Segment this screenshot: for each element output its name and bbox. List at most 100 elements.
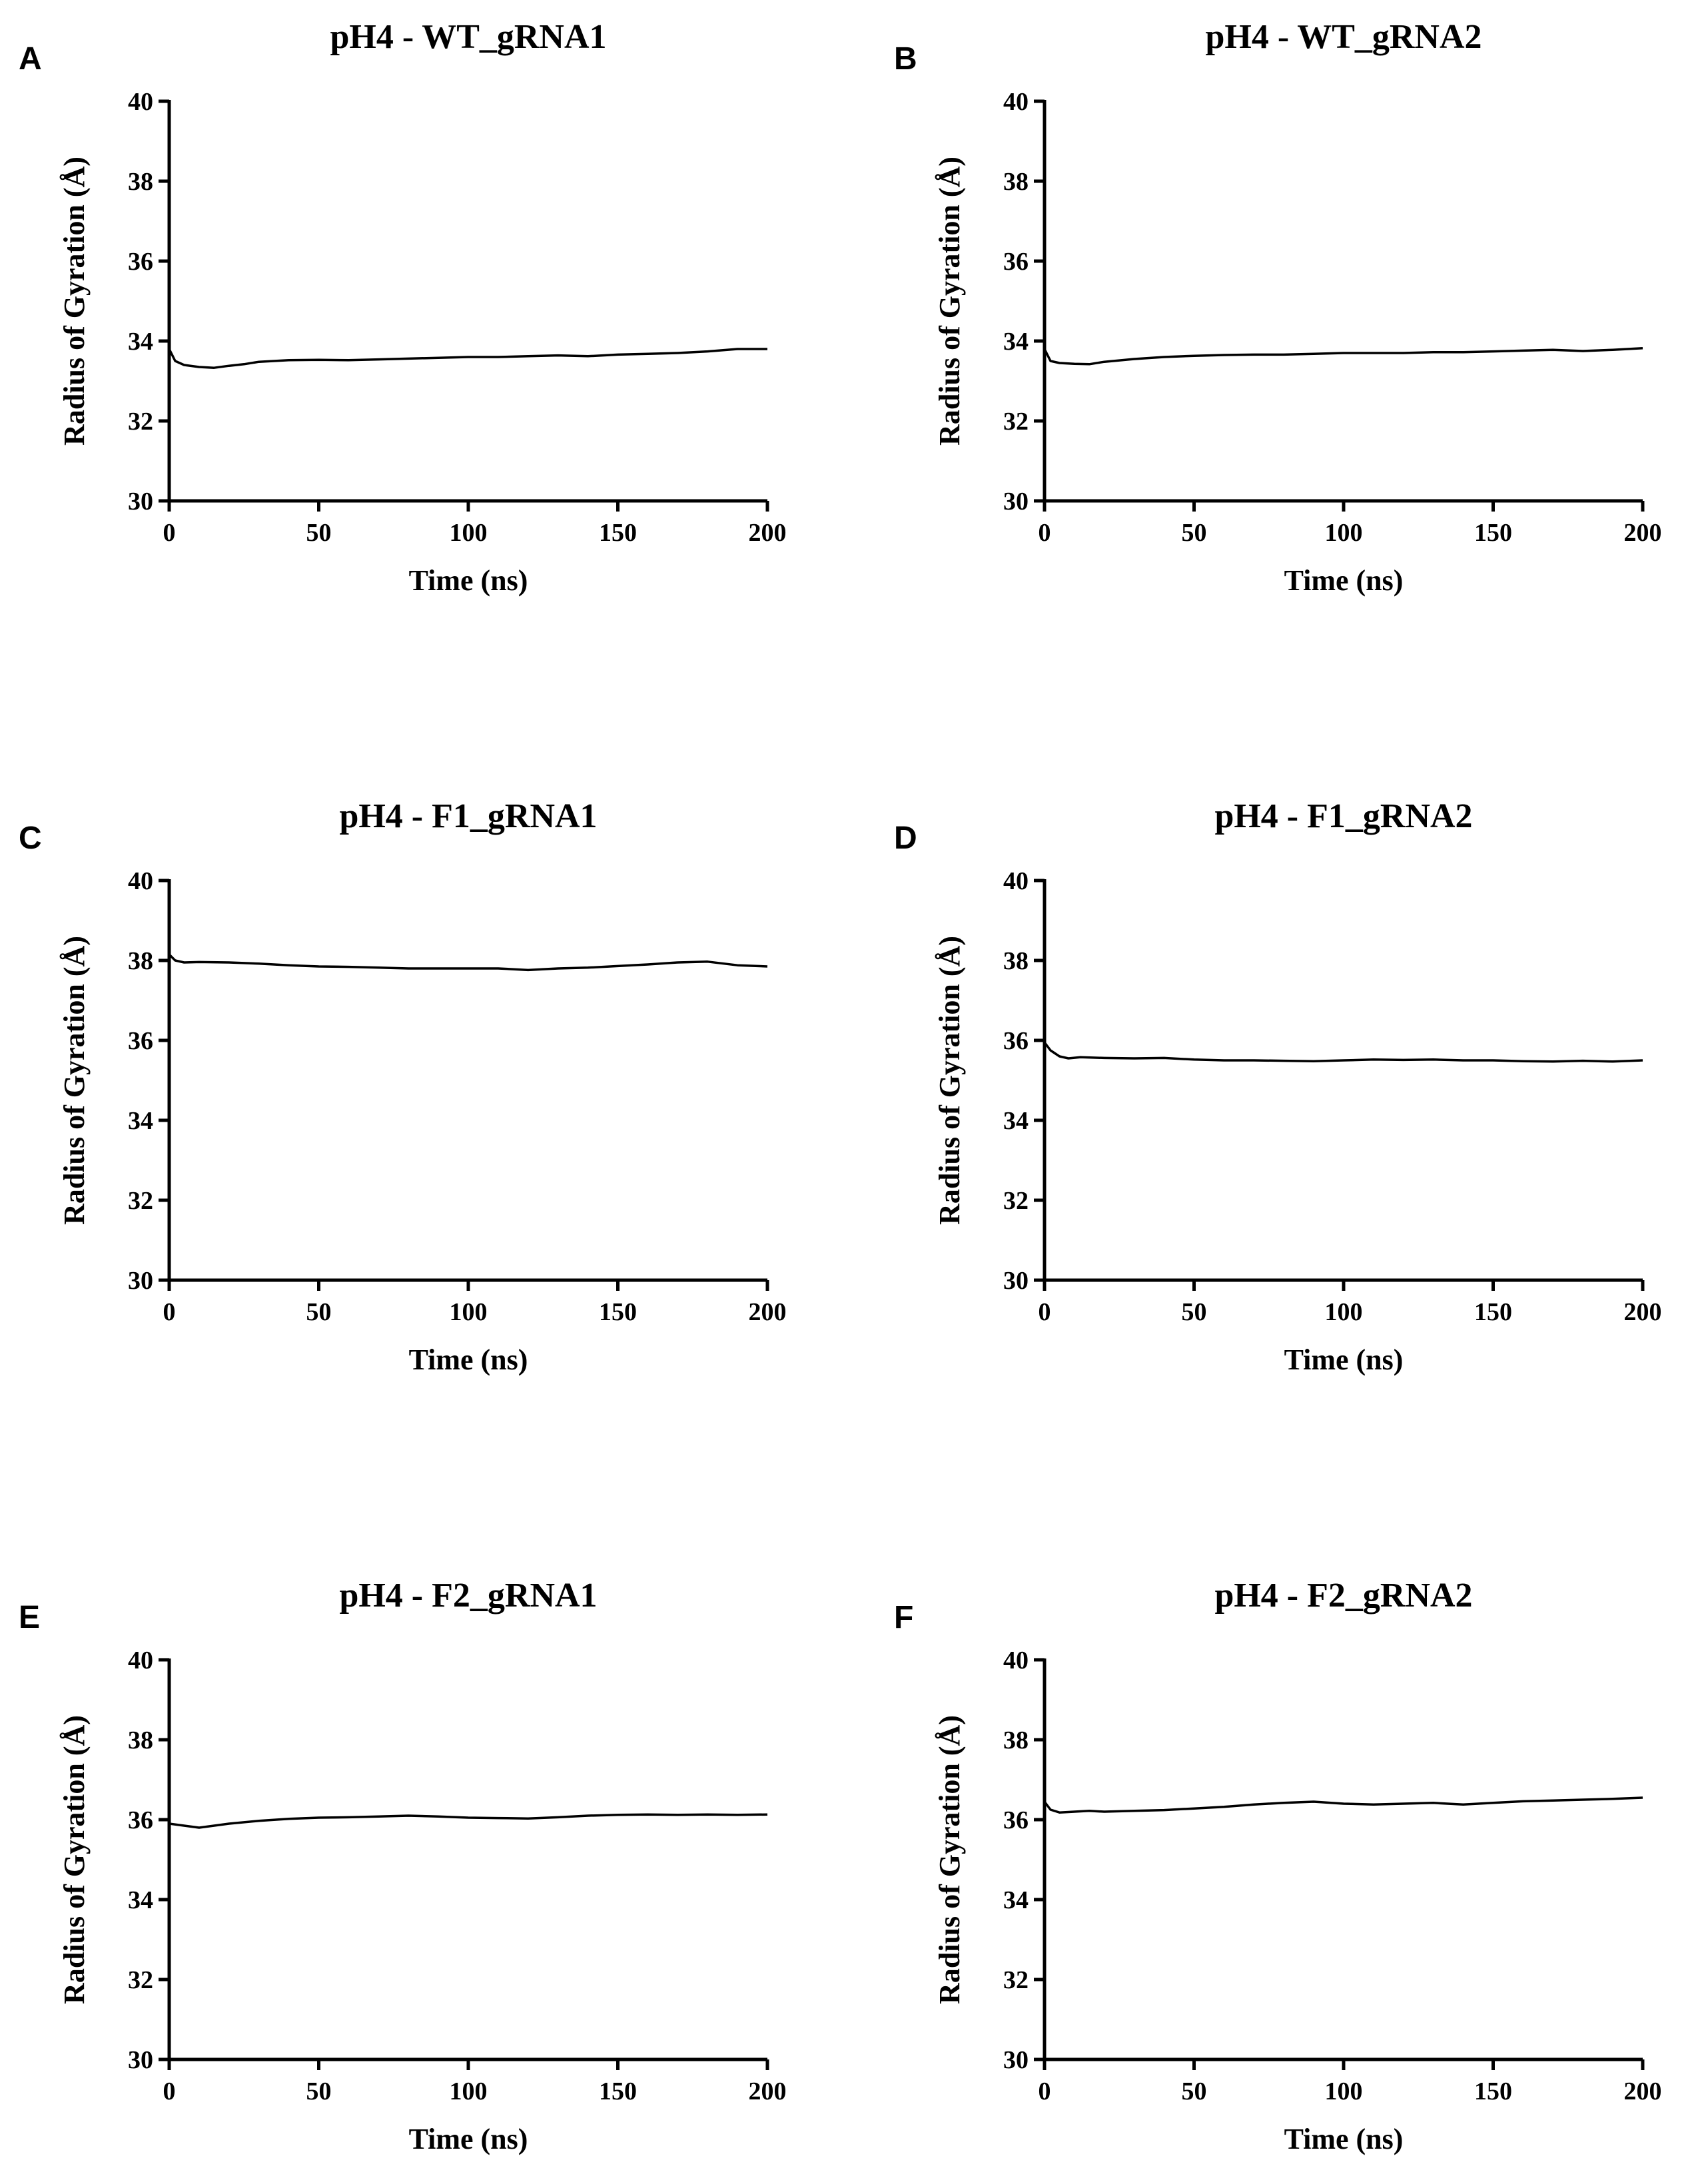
x-tick-label: 200 — [1624, 519, 1662, 547]
series-line-e — [169, 1813, 768, 1829]
panel-title: pH4 - F2_gRNA2 — [1214, 1577, 1472, 1615]
x-tick-label: 150 — [599, 1298, 637, 1326]
panel-title: pH4 - F1_gRNA2 — [1214, 797, 1472, 835]
y-tick-label: 38 — [1003, 947, 1029, 975]
panel-title: pH4 - WT_gRNA1 — [330, 18, 606, 56]
panel-title: pH4 - F2_gRNA1 — [339, 1577, 597, 1615]
x-tick-label: 200 — [749, 1298, 787, 1326]
y-tick-label: 30 — [1003, 2046, 1029, 2074]
y-tick-label: 38 — [128, 168, 153, 196]
x-tick-label: 50 — [1182, 1298, 1207, 1326]
y-tick-label: 34 — [1003, 328, 1029, 356]
x-tick-label: 50 — [306, 2077, 332, 2105]
y-axis-label: Radius of Gyration (Å) — [933, 157, 966, 446]
x-tick-label: 200 — [749, 519, 787, 547]
x-axis-label: Time (ns) — [1284, 1343, 1404, 1376]
x-tick-label: 150 — [1474, 1298, 1512, 1326]
x-axis-label: Time (ns) — [1284, 2123, 1404, 2155]
y-axis-label: Radius of Gyration (Å) — [933, 936, 966, 1225]
x-tick-label: 0 — [163, 2077, 176, 2105]
series-line-b — [1043, 347, 1643, 366]
x-tick-label: 150 — [1474, 2077, 1512, 2105]
y-tick-label: 32 — [1003, 1966, 1029, 1994]
x-tick-label: 100 — [1325, 1298, 1363, 1326]
y-tick-label: 40 — [128, 867, 153, 895]
y-tick-label: 30 — [128, 2046, 153, 2074]
y-tick-label: 34 — [1003, 1107, 1029, 1135]
panel-letter: F — [894, 1600, 913, 1635]
y-tick-label: 38 — [128, 947, 153, 975]
y-tick-label: 30 — [1003, 1267, 1029, 1295]
x-tick-label: 150 — [599, 2077, 637, 2105]
panel-letter: A — [19, 41, 42, 77]
x-tick-label: 50 — [1182, 519, 1207, 547]
y-tick-label: 30 — [1003, 488, 1029, 516]
panel-letter: D — [894, 821, 917, 856]
y-tick-label: 36 — [1003, 1806, 1029, 1834]
y-tick-label: 40 — [128, 1646, 153, 1674]
x-tick-label: 150 — [1474, 519, 1512, 547]
x-tick-label: 150 — [599, 519, 637, 547]
y-tick-label: 34 — [128, 1107, 153, 1135]
y-tick-label: 32 — [128, 1187, 153, 1215]
y-tick-label: 38 — [1003, 1726, 1029, 1754]
x-axis-label: Time (ns) — [409, 564, 528, 597]
y-tick-label: 38 — [1003, 168, 1029, 196]
y-tick-label: 32 — [1003, 1187, 1029, 1215]
panel-title: pH4 - F1_gRNA1 — [339, 797, 597, 835]
x-tick-label: 200 — [749, 2077, 787, 2105]
x-axis-label: Time (ns) — [1284, 564, 1404, 597]
x-tick-label: 50 — [1182, 2077, 1207, 2105]
x-tick-label: 0 — [163, 519, 176, 547]
series-line-d — [1043, 1041, 1643, 1063]
y-tick-label: 32 — [1003, 408, 1029, 436]
x-axis-label: Time (ns) — [409, 1343, 528, 1376]
x-tick-label: 0 — [1039, 519, 1051, 547]
y-tick-label: 34 — [1003, 1886, 1029, 1914]
x-tick-label: 50 — [306, 1298, 332, 1326]
y-tick-label: 36 — [1003, 1027, 1029, 1055]
y-tick-label: 36 — [128, 1027, 153, 1055]
x-tick-label: 0 — [1039, 2077, 1051, 2105]
x-tick-label: 100 — [450, 2077, 488, 2105]
y-tick-label: 32 — [128, 408, 153, 436]
x-tick-label: 100 — [1325, 2077, 1363, 2105]
y-tick-label: 40 — [1003, 88, 1029, 116]
panel-letter: C — [19, 821, 42, 856]
x-tick-label: 100 — [1325, 519, 1363, 547]
y-tick-label: 40 — [1003, 1646, 1029, 1674]
y-tick-label: 32 — [128, 1966, 153, 1994]
x-tick-label: 100 — [450, 1298, 488, 1326]
y-axis-label: Radius of Gyration (Å) — [58, 157, 91, 446]
x-tick-label: 200 — [1624, 1298, 1662, 1326]
y-tick-label: 38 — [128, 1726, 153, 1754]
series-line-c — [168, 953, 768, 972]
x-tick-label: 0 — [1039, 1298, 1051, 1326]
x-tick-label: 0 — [163, 1298, 176, 1326]
y-tick-label: 36 — [1003, 248, 1029, 276]
y-tick-label: 30 — [128, 1267, 153, 1295]
y-axis-label: Radius of Gyration (Å) — [58, 936, 91, 1225]
y-tick-label: 36 — [128, 1806, 153, 1834]
y-axis-label: Radius of Gyration (Å) — [933, 1715, 966, 2004]
series-line-f — [1043, 1796, 1643, 1814]
panel-letter: B — [894, 41, 917, 77]
y-tick-label: 36 — [128, 248, 153, 276]
y-axis-label: Radius of Gyration (Å) — [58, 1715, 91, 2004]
y-tick-label: 34 — [128, 1886, 153, 1914]
x-tick-label: 200 — [1624, 2077, 1662, 2105]
y-tick-label: 40 — [1003, 867, 1029, 895]
y-tick-label: 40 — [128, 88, 153, 116]
panel-letter: E — [19, 1600, 40, 1635]
x-tick-label: 100 — [450, 519, 488, 547]
y-tick-label: 34 — [128, 328, 153, 356]
x-tick-label: 50 — [306, 519, 332, 547]
x-axis-label: Time (ns) — [409, 2123, 528, 2155]
